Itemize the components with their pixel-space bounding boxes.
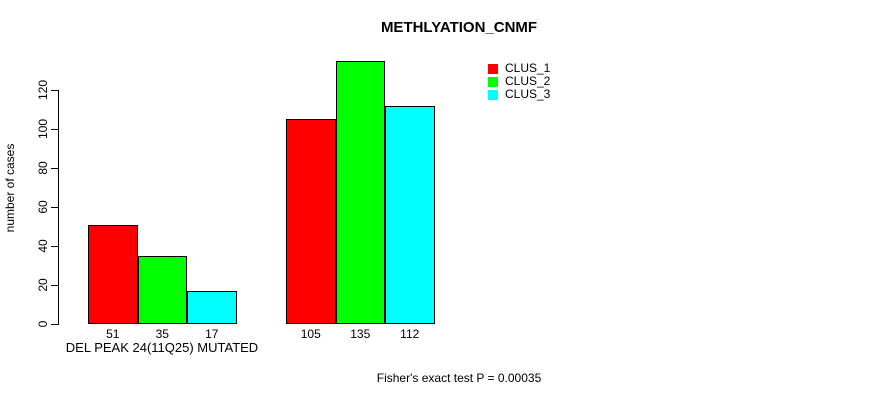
bar-value-label: 105 (300, 327, 321, 341)
bar-value-label: 35 (155, 327, 169, 341)
y-tick (51, 129, 58, 130)
bar-value-label: 135 (350, 327, 371, 341)
bar-clus_1-group2 (286, 119, 336, 324)
y-tick (51, 324, 58, 325)
y-tick (51, 90, 58, 91)
y-tick-label: 40 (36, 239, 50, 253)
chart-title: METHLYATION_CNMF (380, 19, 538, 36)
y-tick (51, 168, 58, 169)
x-axis-label: DEL PEAK 24(11Q25) MUTATED (65, 340, 259, 355)
legend-item: CLUS_2 (488, 75, 550, 88)
y-tick (51, 207, 58, 208)
legend-swatch-clus_3 (488, 89, 498, 100)
fisher-test-annotation: Fisher's exact test P = 0.00035 (376, 371, 542, 385)
y-tick-label: 0 (36, 320, 50, 328)
y-tick (51, 246, 58, 247)
legend-item: CLUS_1 (488, 62, 550, 75)
legend-swatch-clus_1 (488, 63, 498, 74)
y-tick (51, 285, 58, 286)
bar-value-label: 17 (205, 327, 219, 341)
bar-clus_3-group1 (187, 290, 237, 324)
bar-value-label: 51 (106, 327, 120, 341)
legend-label: CLUS_1 (505, 61, 551, 75)
y-tick-label: 100 (36, 118, 50, 140)
y-tick-label: 60 (36, 200, 50, 214)
y-tick-label: 80 (36, 161, 50, 175)
legend-label: CLUS_3 (505, 87, 551, 101)
legend: CLUS_1 CLUS_2 CLUS_3 (488, 62, 550, 101)
legend-item: CLUS_3 (488, 88, 550, 101)
legend-swatch-clus_2 (488, 76, 498, 87)
y-axis-line (58, 90, 59, 325)
bar-value-label: 112 (400, 327, 420, 341)
y-tick-label: 120 (36, 79, 50, 101)
bar-clus_2-group1 (137, 255, 187, 324)
bar-clus_3-group2 (385, 105, 435, 324)
bar-clus_2-group2 (335, 60, 385, 324)
bar-clus_1-group1 (88, 224, 138, 324)
y-tick-label: 20 (36, 278, 50, 292)
legend-label: CLUS_2 (505, 74, 551, 88)
